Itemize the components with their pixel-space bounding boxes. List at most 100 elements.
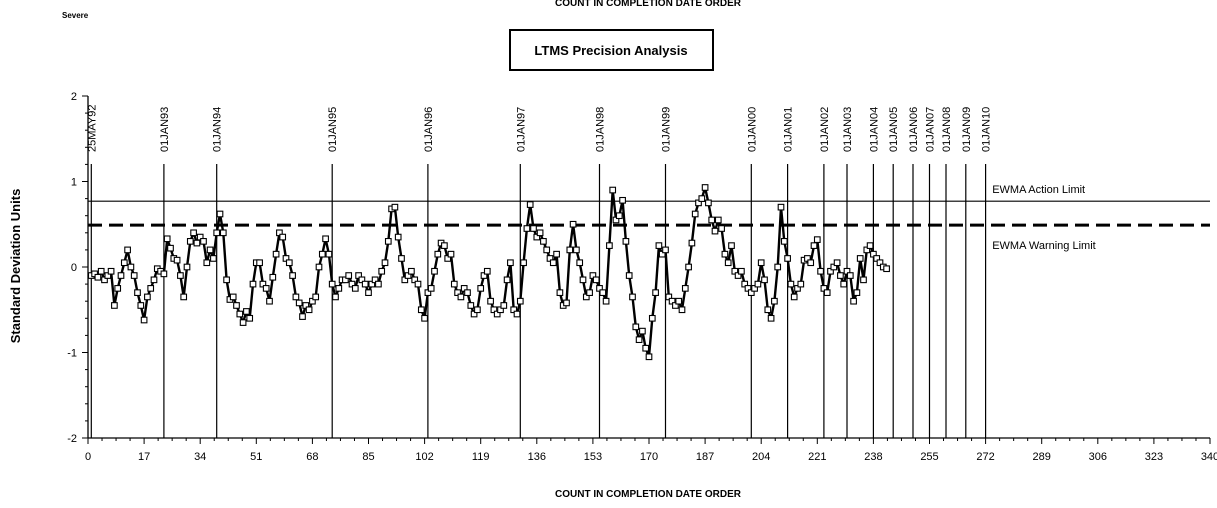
y-tick-label: 0 [71, 262, 77, 274]
data-point [477, 285, 485, 292]
data-point [523, 225, 531, 232]
title-box [509, 29, 714, 71]
x-tick-label: 255 [920, 451, 938, 463]
x-tick-label: 238 [864, 451, 882, 463]
data-point [573, 246, 580, 254]
data-point [860, 276, 867, 284]
data-point [632, 323, 640, 331]
data-point [127, 263, 135, 271]
data-point [137, 302, 145, 309]
data-point [117, 272, 125, 279]
x-tick-label: 0 [85, 451, 91, 463]
data-point [705, 199, 712, 207]
data-point [642, 344, 650, 352]
data-point [134, 289, 141, 297]
data-point [810, 242, 818, 249]
data-point [124, 246, 131, 254]
data-point [708, 216, 716, 224]
data-point [272, 250, 280, 258]
data-point [754, 280, 762, 288]
data-point [285, 259, 293, 267]
data-point [837, 272, 844, 279]
data-point [513, 310, 521, 318]
data-point [500, 302, 508, 309]
data-point [553, 250, 560, 258]
data-point [757, 259, 765, 267]
data-point [655, 242, 663, 249]
data-point [365, 289, 372, 297]
data-point [540, 238, 547, 245]
data-point [629, 293, 636, 301]
data-point [625, 272, 633, 279]
x-tick-label: 340 [1201, 451, 1217, 463]
data-point [648, 314, 656, 322]
data-point [516, 297, 524, 305]
data-point [467, 302, 475, 309]
data-point [177, 272, 184, 279]
data-point [256, 259, 263, 267]
data-point [147, 285, 155, 292]
data-point [846, 272, 854, 279]
data-point [566, 246, 574, 254]
date-marker-label: 01JAN02 [819, 107, 831, 152]
data-point [688, 239, 696, 247]
data-point [833, 259, 841, 267]
data-point [262, 285, 270, 292]
data-point [384, 238, 392, 245]
data-point [213, 229, 221, 237]
data-point [325, 250, 333, 258]
y-tick-label: -2 [67, 433, 77, 445]
data-point [289, 272, 296, 279]
x-tick-label: 272 [976, 451, 994, 463]
data-point [239, 319, 247, 326]
data-point [414, 280, 422, 288]
data-point [678, 306, 686, 314]
data-point [487, 297, 494, 305]
data-point [586, 289, 593, 297]
data-point [160, 270, 168, 278]
data-point [721, 250, 729, 258]
y-axis-title: Standard Deviation Units [8, 189, 23, 344]
data-point [764, 306, 772, 314]
data-point [813, 236, 821, 243]
data-point [817, 267, 824, 275]
data-point [457, 293, 465, 301]
data-point [698, 195, 706, 202]
data-point [421, 314, 428, 322]
x-tick-label: 289 [1033, 451, 1051, 463]
data-point [345, 272, 353, 279]
action-limit-label: EWMA Action Limit [992, 184, 1085, 196]
y-tick-label: 2 [71, 91, 77, 103]
data-point [724, 259, 732, 267]
date-marker-label: 01JAN04 [868, 107, 880, 152]
x-tick-label: 221 [808, 451, 826, 463]
x-tick-label: 102 [415, 451, 433, 463]
data-point [210, 255, 217, 262]
date-marker-label: 01JAN07 [925, 107, 937, 152]
y-tick-label: 1 [71, 177, 77, 189]
data-point [701, 184, 709, 191]
data-point [728, 242, 735, 249]
data-point [599, 289, 607, 297]
data-point [351, 285, 359, 292]
data-point [662, 246, 669, 254]
date-marker-label: 01JAN09 [961, 107, 973, 152]
data-point [576, 259, 584, 267]
x-tick-label: 204 [752, 451, 770, 463]
top-title: COUNT IN COMPLETION DATE ORDER [555, 0, 742, 9]
data-point [450, 280, 458, 288]
data-point [381, 259, 389, 267]
data-point [391, 203, 399, 211]
data-point [447, 250, 455, 258]
date-marker-label: 01JAN93 [159, 107, 171, 152]
y-tick-label: -1 [67, 348, 77, 360]
data-point [94, 273, 102, 281]
data-point [563, 299, 570, 307]
data-point [652, 289, 659, 297]
data-point [883, 265, 890, 273]
x-tick-label: 17 [138, 451, 150, 463]
data-point [216, 210, 224, 218]
data-point [691, 210, 699, 218]
data-point [246, 314, 254, 322]
warning-limit-label: EWMA Warning Limit [992, 240, 1096, 252]
